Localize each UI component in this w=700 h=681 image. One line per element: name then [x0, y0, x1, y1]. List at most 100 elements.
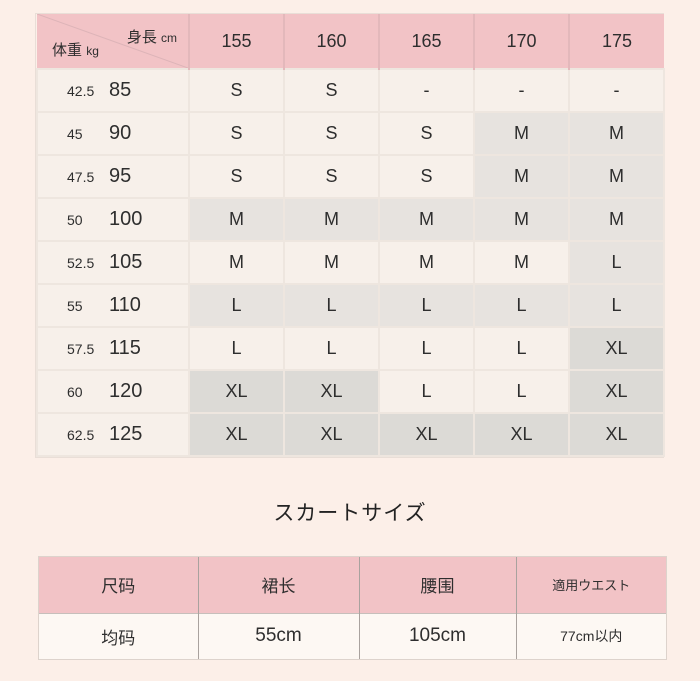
weight-row-header: 62.5 125 — [36, 412, 190, 457]
size-cell: XL — [568, 369, 665, 414]
weight-kg-value: 50 — [67, 212, 83, 228]
weight-kg-value: 60 — [67, 384, 83, 400]
size-cell: M — [568, 111, 665, 156]
height-column-header: 165 — [378, 14, 474, 69]
size-cell: L — [378, 369, 475, 414]
weight-jin-value: 125 — [109, 423, 143, 445]
size-cell: XL — [568, 326, 665, 371]
skirt-header-cell: 裙长 — [197, 557, 359, 613]
weight-axis-text: 体重 — [52, 42, 83, 59]
weight-row-header: 45 90 — [36, 111, 190, 156]
weight-jin-value: 85 — [109, 79, 132, 101]
size-cell: M — [568, 197, 665, 242]
weight-kg-value: 45 — [67, 126, 83, 142]
size-cell: M — [473, 240, 570, 285]
weight-row-header-inner: 45 90 — [38, 122, 188, 145]
height-axis-unit: cm — [161, 31, 177, 45]
size-cell: S — [188, 68, 285, 113]
size-cell: - — [568, 68, 665, 113]
size-row: 55 110 L L L L L — [36, 283, 665, 328]
size-row: 45 90 S S S M M — [36, 111, 665, 156]
size-cell: L — [568, 240, 665, 285]
weight-row-header: 57.5 115 — [36, 326, 190, 371]
height-column-header: 175 — [568, 14, 664, 69]
weight-jin-value: 115 — [109, 337, 141, 359]
weight-row-header-inner: 42.5 85 — [38, 79, 188, 102]
size-cell: L — [568, 283, 665, 328]
size-cell: S — [378, 154, 475, 199]
skirt-header-cell: 尺码 — [39, 557, 198, 613]
size-cell: M — [473, 111, 570, 156]
size-cell: S — [283, 111, 380, 156]
diagonal-line-icon — [37, 14, 188, 68]
size-row: 42.5 85 S S - - - — [36, 68, 665, 113]
size-cell: XL — [283, 369, 380, 414]
weight-row-header-inner: 52.5 105 — [38, 251, 188, 274]
weight-jin-value: 105 — [109, 251, 143, 273]
size-cell: M — [568, 154, 665, 199]
size-cell: M — [378, 240, 475, 285]
size-cell: M — [188, 240, 285, 285]
weight-row-header-inner: 55 110 — [38, 294, 188, 317]
weight-row-header: 42.5 85 — [36, 68, 190, 113]
size-cell: XL — [188, 412, 285, 457]
skirt-size-chart: 尺码 裙长 腰围 適用ウエスト 均码 55cm 105cm 77cm以内 — [38, 556, 667, 660]
weight-jin-value: 120 — [109, 380, 143, 402]
weight-row-header-inner: 47.5 95 — [38, 165, 188, 188]
size-cell: XL — [473, 412, 570, 457]
size-cell: XL — [283, 412, 380, 457]
weight-kg-value: 42.5 — [67, 83, 95, 99]
weight-kg-value: 57.5 — [67, 341, 95, 357]
weight-kg-value: 62.5 — [67, 427, 95, 443]
size-row: 60 120 XL XL L L XL — [36, 369, 665, 414]
height-axis-label: 身長 cm — [127, 26, 177, 47]
height-column-header: 170 — [473, 14, 569, 69]
skirt-header-cell: 適用ウエスト — [515, 557, 666, 613]
size-row: 47.5 95 S S S M M — [36, 154, 665, 199]
size-cell: M — [188, 197, 285, 242]
weight-row-header-inner: 57.5 115 — [38, 337, 188, 360]
skirt-header-row: 尺码 裙长 腰围 適用ウエスト — [39, 557, 666, 613]
size-cell: L — [283, 326, 380, 371]
weight-row-header: 52.5 105 — [36, 240, 190, 285]
size-row: 50 100 M M M M M — [36, 197, 665, 242]
skirt-size-table: 尺码 裙长 腰围 適用ウエスト 均码 55cm 105cm 77cm以内 — [39, 557, 666, 659]
height-column-header: 155 — [188, 14, 284, 69]
weight-kg-value: 47.5 — [67, 169, 95, 185]
size-cell: S — [188, 111, 285, 156]
size-cell: L — [378, 326, 475, 371]
size-chart-body: 42.5 85 S S - - -45 90 S S S M M 47.5 95 S S S M M 50 100 M M M M… — [36, 68, 665, 457]
size-cell: L — [283, 283, 380, 328]
weight-jin-value: 95 — [109, 165, 132, 187]
weight-row-header-inner: 50 100 — [38, 208, 188, 231]
skirt-value-cell: 105cm — [358, 612, 516, 659]
size-cell: L — [188, 326, 285, 371]
skirt-value-cell: 均码 — [39, 612, 198, 659]
size-cell: S — [378, 111, 475, 156]
size-cell: M — [283, 240, 380, 285]
size-cell: S — [188, 154, 285, 199]
size-cell: S — [283, 154, 380, 199]
skirt-value-cell: 55cm — [197, 612, 359, 659]
weight-jin-value: 100 — [109, 208, 143, 230]
weight-kg-value: 52.5 — [67, 255, 95, 271]
size-row: 62.5 125 XL XL XL XL XL — [36, 412, 665, 457]
size-cell: L — [378, 283, 475, 328]
weight-row-header: 55 110 — [36, 283, 190, 328]
height-column-header: 160 — [283, 14, 379, 69]
weight-jin-value: 90 — [109, 122, 132, 144]
size-cell: L — [473, 326, 570, 371]
axis-corner-cell: 身長 cm 体重 kg — [37, 14, 189, 69]
size-cell: M — [473, 197, 570, 242]
skirt-value-row: 均码 55cm 105cm 77cm以内 — [39, 612, 666, 659]
weight-axis-label: 体重 kg — [52, 39, 99, 60]
size-cell: XL — [188, 369, 285, 414]
size-cell: L — [473, 369, 570, 414]
size-cell: XL — [378, 412, 475, 457]
skirt-value-cell: 77cm以内 — [515, 612, 666, 659]
size-row: 57.5 115 L L L L XL — [36, 326, 665, 371]
height-axis-text: 身長 — [126, 29, 157, 46]
size-cell: M — [378, 197, 475, 242]
weight-kg-value: 55 — [67, 298, 83, 314]
size-cell: XL — [568, 412, 665, 457]
